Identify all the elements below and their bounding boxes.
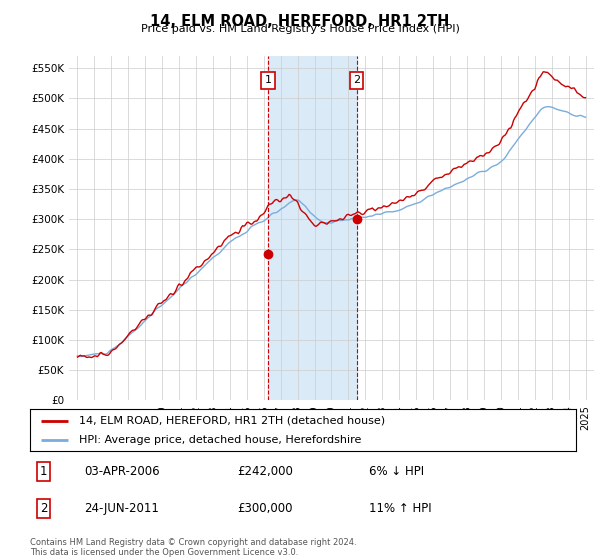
Text: 1: 1: [265, 75, 271, 85]
Text: Contains HM Land Registry data © Crown copyright and database right 2024.
This d: Contains HM Land Registry data © Crown c…: [30, 538, 356, 557]
Text: 14, ELM ROAD, HEREFORD, HR1 2TH: 14, ELM ROAD, HEREFORD, HR1 2TH: [151, 14, 449, 29]
Text: Price paid vs. HM Land Registry's House Price Index (HPI): Price paid vs. HM Land Registry's House …: [140, 24, 460, 34]
Bar: [268, 56, 356, 400]
Text: 6% ↓ HPI: 6% ↓ HPI: [368, 465, 424, 478]
Text: 11% ↑ HPI: 11% ↑ HPI: [368, 502, 431, 515]
Text: 24-JUN-2011: 24-JUN-2011: [85, 502, 160, 515]
Text: 2: 2: [353, 75, 360, 85]
Text: 03-APR-2006: 03-APR-2006: [85, 465, 160, 478]
Text: £300,000: £300,000: [238, 502, 293, 515]
Text: £242,000: £242,000: [238, 465, 293, 478]
Text: HPI: Average price, detached house, Herefordshire: HPI: Average price, detached house, Here…: [79, 435, 362, 445]
Text: 2: 2: [40, 502, 47, 515]
Text: 1: 1: [40, 465, 47, 478]
Text: 14, ELM ROAD, HEREFORD, HR1 2TH (detached house): 14, ELM ROAD, HEREFORD, HR1 2TH (detache…: [79, 416, 385, 426]
